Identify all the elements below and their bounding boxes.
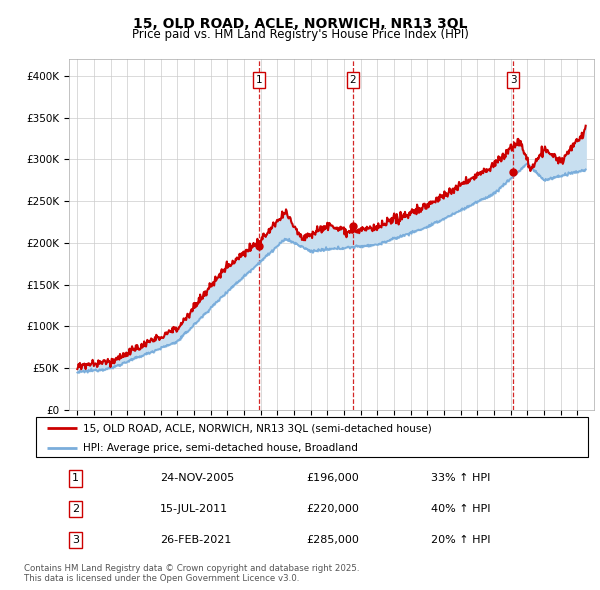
Text: 1: 1	[256, 75, 262, 85]
Text: 15, OLD ROAD, ACLE, NORWICH, NR13 3QL: 15, OLD ROAD, ACLE, NORWICH, NR13 3QL	[133, 17, 467, 31]
Text: Price paid vs. HM Land Registry's House Price Index (HPI): Price paid vs. HM Land Registry's House …	[131, 28, 469, 41]
Text: 40% ↑ HPI: 40% ↑ HPI	[431, 504, 490, 514]
Text: 2: 2	[72, 504, 79, 514]
FancyBboxPatch shape	[36, 417, 588, 457]
Text: 33% ↑ HPI: 33% ↑ HPI	[431, 474, 490, 483]
Text: £196,000: £196,000	[307, 474, 359, 483]
Text: 3: 3	[72, 535, 79, 545]
Text: HPI: Average price, semi-detached house, Broadland: HPI: Average price, semi-detached house,…	[83, 444, 358, 454]
Text: £285,000: £285,000	[307, 535, 359, 545]
Text: 15, OLD ROAD, ACLE, NORWICH, NR13 3QL (semi-detached house): 15, OLD ROAD, ACLE, NORWICH, NR13 3QL (s…	[83, 424, 431, 434]
Text: 2: 2	[350, 75, 356, 85]
Text: Contains HM Land Registry data © Crown copyright and database right 2025.
This d: Contains HM Land Registry data © Crown c…	[24, 563, 359, 583]
Text: £220,000: £220,000	[307, 504, 359, 514]
Text: 24-NOV-2005: 24-NOV-2005	[160, 474, 235, 483]
Text: 26-FEB-2021: 26-FEB-2021	[160, 535, 232, 545]
Text: 20% ↑ HPI: 20% ↑ HPI	[431, 535, 490, 545]
Text: 15-JUL-2011: 15-JUL-2011	[160, 504, 228, 514]
Text: 3: 3	[510, 75, 517, 85]
Text: 1: 1	[72, 474, 79, 483]
